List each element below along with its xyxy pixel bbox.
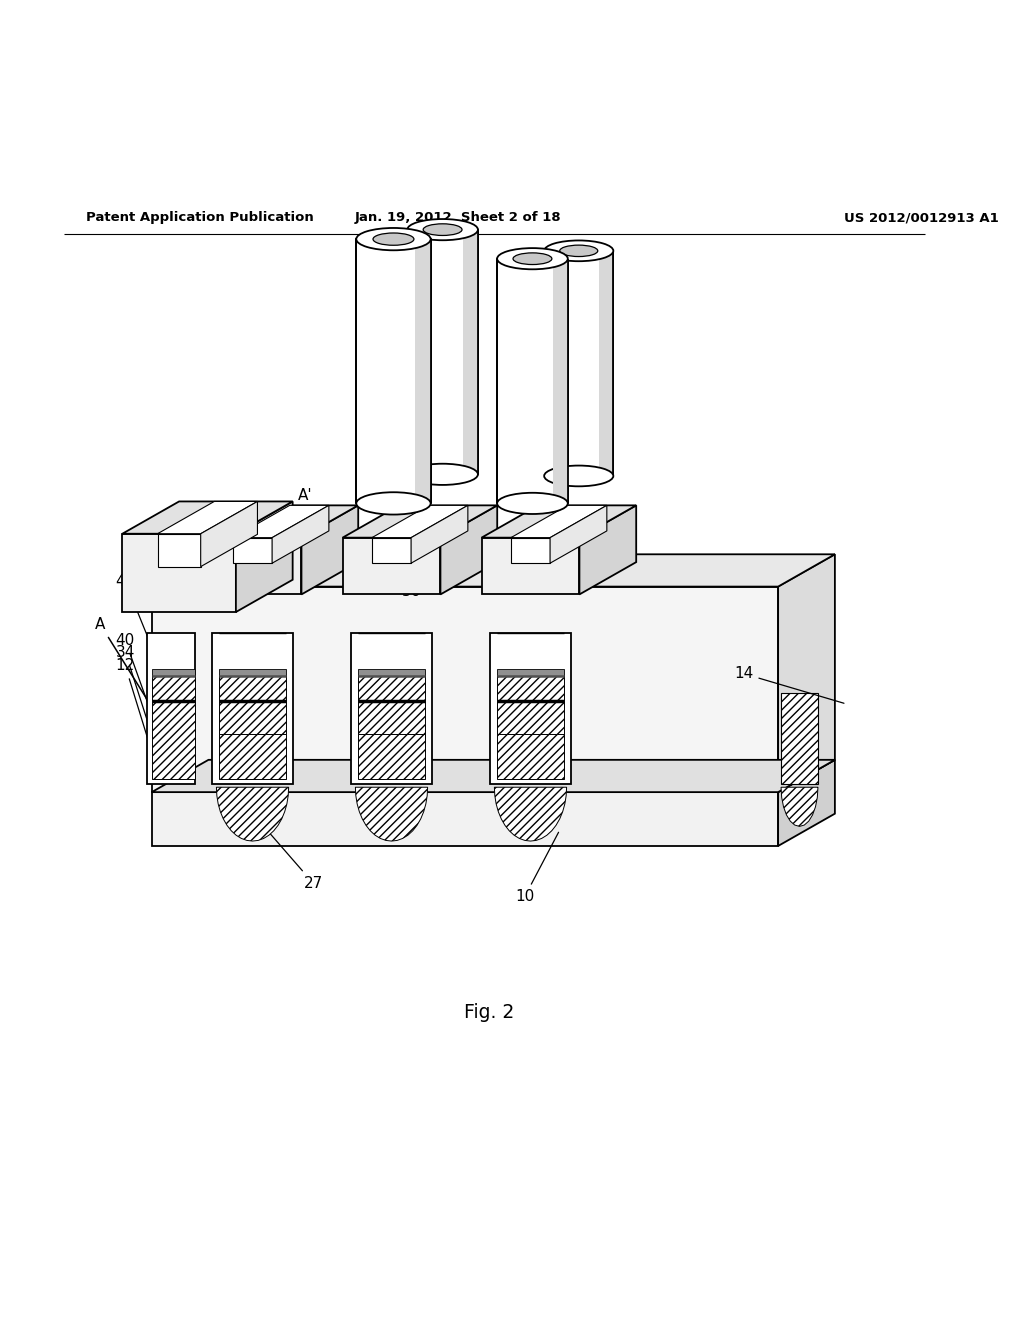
Polygon shape	[778, 760, 835, 846]
Text: A: A	[95, 618, 155, 711]
Polygon shape	[544, 251, 613, 477]
Polygon shape	[481, 506, 636, 537]
Text: A': A'	[251, 488, 312, 565]
Polygon shape	[152, 669, 195, 676]
Polygon shape	[122, 533, 236, 612]
Text: Jan. 19, 2012  Sheet 2 of 18: Jan. 19, 2012 Sheet 2 of 18	[354, 211, 561, 224]
Polygon shape	[158, 533, 201, 566]
Polygon shape	[351, 632, 432, 784]
Text: Fig. 2: Fig. 2	[464, 1003, 514, 1022]
Text: 14: 14	[734, 667, 844, 704]
Ellipse shape	[373, 234, 414, 246]
Polygon shape	[204, 537, 301, 594]
Polygon shape	[355, 787, 428, 841]
Text: 56: 56	[373, 387, 421, 599]
Polygon shape	[358, 701, 425, 734]
Polygon shape	[158, 502, 257, 533]
Polygon shape	[411, 506, 468, 564]
Polygon shape	[219, 701, 286, 734]
Polygon shape	[481, 537, 580, 594]
Ellipse shape	[497, 248, 567, 269]
Ellipse shape	[356, 492, 431, 515]
Polygon shape	[415, 239, 431, 503]
Polygon shape	[201, 502, 257, 566]
Polygon shape	[580, 506, 636, 594]
Ellipse shape	[513, 253, 552, 264]
Polygon shape	[372, 506, 468, 537]
Polygon shape	[358, 676, 425, 701]
Polygon shape	[301, 506, 358, 594]
Polygon shape	[219, 676, 286, 701]
Ellipse shape	[408, 463, 478, 484]
Polygon shape	[498, 701, 564, 734]
Polygon shape	[511, 537, 550, 564]
Polygon shape	[272, 506, 329, 564]
Polygon shape	[216, 787, 289, 841]
Text: 40: 40	[116, 632, 159, 734]
Ellipse shape	[544, 240, 613, 261]
Polygon shape	[498, 669, 564, 676]
Ellipse shape	[423, 224, 462, 235]
Polygon shape	[511, 506, 607, 537]
Polygon shape	[498, 676, 564, 701]
Polygon shape	[358, 734, 425, 779]
Ellipse shape	[408, 219, 478, 240]
Polygon shape	[152, 760, 835, 792]
Polygon shape	[553, 259, 567, 503]
Polygon shape	[152, 701, 195, 779]
Text: Patent Application Publication: Patent Application Publication	[86, 211, 314, 224]
Ellipse shape	[560, 246, 598, 256]
Polygon shape	[236, 502, 293, 612]
Polygon shape	[440, 506, 498, 594]
Polygon shape	[356, 239, 431, 503]
Polygon shape	[152, 554, 835, 586]
Polygon shape	[219, 669, 286, 676]
Polygon shape	[152, 586, 778, 792]
Ellipse shape	[497, 492, 567, 513]
Text: 12: 12	[116, 659, 159, 775]
Polygon shape	[781, 787, 818, 826]
Polygon shape	[550, 506, 607, 564]
Polygon shape	[408, 230, 478, 474]
Polygon shape	[490, 632, 570, 784]
Ellipse shape	[356, 228, 431, 251]
Polygon shape	[343, 506, 498, 537]
Polygon shape	[232, 506, 329, 537]
Polygon shape	[343, 537, 440, 594]
Ellipse shape	[544, 466, 613, 486]
Polygon shape	[599, 251, 613, 477]
Polygon shape	[204, 506, 358, 537]
Polygon shape	[463, 230, 478, 474]
Polygon shape	[146, 632, 195, 784]
Text: 42: 42	[116, 574, 165, 680]
Polygon shape	[122, 502, 293, 533]
Text: 27: 27	[259, 821, 323, 891]
Polygon shape	[152, 792, 778, 846]
Text: 34: 34	[116, 644, 159, 756]
Text: 50: 50	[128, 516, 198, 569]
Text: 10: 10	[515, 833, 558, 904]
Polygon shape	[152, 676, 195, 701]
Polygon shape	[781, 693, 818, 784]
Polygon shape	[232, 537, 272, 564]
Polygon shape	[219, 734, 286, 779]
Text: US 2012/0012913 A1: US 2012/0012913 A1	[844, 211, 998, 224]
Polygon shape	[372, 537, 411, 564]
Polygon shape	[497, 259, 567, 503]
Polygon shape	[358, 669, 425, 676]
Polygon shape	[212, 632, 293, 784]
Polygon shape	[778, 554, 835, 792]
Polygon shape	[495, 787, 566, 841]
Polygon shape	[498, 734, 564, 779]
